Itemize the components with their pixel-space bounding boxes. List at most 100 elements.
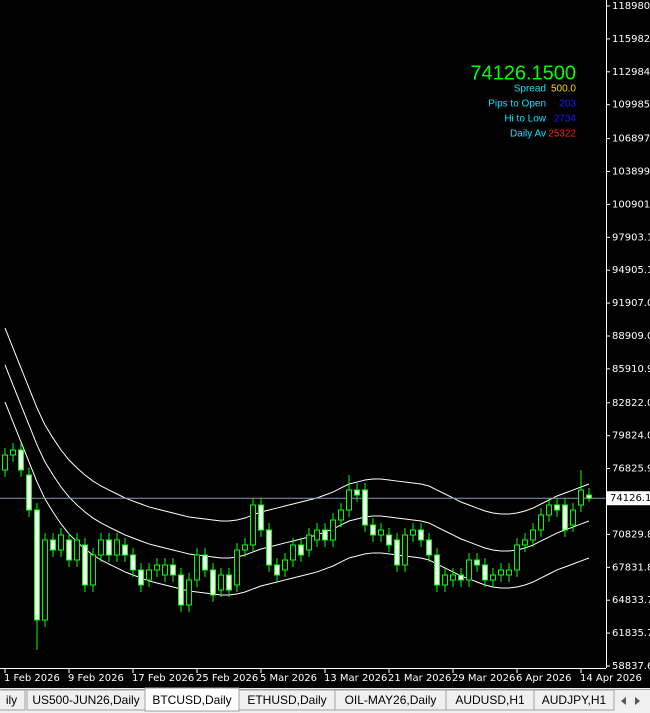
candle-body bbox=[202, 554, 208, 571]
x-tick-label: 5 Mar 2026 bbox=[260, 673, 317, 684]
candle-body bbox=[474, 559, 480, 566]
envelope-line bbox=[4, 401, 590, 596]
info-value: 203 bbox=[559, 99, 576, 110]
x-tick-label: 1 Feb 2026 bbox=[4, 673, 60, 684]
tab-label[interactable]: ily bbox=[6, 693, 17, 707]
candle-body bbox=[498, 569, 504, 576]
candle-body bbox=[266, 529, 272, 566]
x-tick-label: 21 Mar 2026 bbox=[388, 673, 451, 684]
candle-body bbox=[410, 529, 416, 536]
candle-body bbox=[314, 529, 320, 541]
price-label: 74126.15 bbox=[610, 493, 650, 504]
candle-body bbox=[234, 549, 240, 586]
candle-body bbox=[434, 554, 440, 586]
candle-body bbox=[338, 509, 344, 521]
candle-body bbox=[282, 559, 288, 571]
candle-body bbox=[346, 489, 352, 511]
x-tick-label: 9 Feb 2026 bbox=[68, 673, 124, 684]
info-label: Pips to Open bbox=[488, 99, 546, 110]
y-tick-label: 79824.00 bbox=[612, 431, 650, 442]
info-price: 74126.1500 bbox=[470, 62, 576, 84]
candle-body bbox=[34, 509, 40, 621]
candle-body bbox=[490, 574, 496, 581]
y-tick-label: 118980.3 bbox=[612, 1, 650, 12]
info-value: 25322 bbox=[548, 129, 576, 140]
candle-body bbox=[66, 539, 72, 561]
chart-background bbox=[0, 0, 650, 688]
scroll-left[interactable] bbox=[621, 697, 626, 705]
candle-body bbox=[466, 559, 472, 581]
tab-label[interactable]: OIL-MAY26,Daily bbox=[345, 693, 437, 707]
tab-label[interactable]: US500-JUN26,Daily bbox=[32, 693, 139, 707]
candle-body bbox=[130, 554, 136, 571]
candle-body bbox=[42, 539, 48, 621]
envelope-line bbox=[4, 364, 590, 559]
plot bbox=[0, 327, 606, 650]
y-tick-label: 67831.80 bbox=[612, 562, 650, 573]
candle-body bbox=[18, 449, 24, 471]
candle-body bbox=[370, 524, 376, 536]
candle-body bbox=[458, 574, 464, 581]
y-tick-label: 109985.9 bbox=[612, 100, 650, 111]
candle-body bbox=[122, 544, 128, 556]
x-tick-label: 25 Feb 2026 bbox=[196, 673, 258, 684]
candle-body bbox=[418, 529, 424, 541]
tab[interactable] bbox=[533, 689, 615, 711]
y-tick-label: 100901.2 bbox=[612, 199, 650, 210]
candle-body bbox=[50, 539, 56, 551]
candle-body bbox=[226, 574, 232, 591]
price-label-box bbox=[607, 491, 650, 506]
candle-body bbox=[522, 539, 528, 546]
y-tick-label: 103899.2 bbox=[612, 166, 650, 177]
candle-body bbox=[394, 539, 400, 566]
tab-label[interactable]: BTCUSD,Daily bbox=[152, 693, 231, 707]
info-panel: 74126.1500 Spread 500.0 Pips to Open 203… bbox=[470, 62, 576, 139]
candle-body bbox=[538, 514, 544, 531]
candle-body bbox=[306, 534, 312, 551]
scroll-right[interactable] bbox=[635, 697, 640, 705]
candle-body bbox=[426, 539, 432, 556]
candle-body bbox=[386, 534, 392, 546]
candle-body bbox=[362, 489, 368, 526]
info-label: Spread bbox=[514, 84, 546, 95]
tab-label[interactable]: ETHUSD,Daily bbox=[247, 693, 326, 707]
y-tick-label: 115982.3 bbox=[612, 34, 650, 45]
candle-body bbox=[258, 504, 264, 531]
y-tick-label: 70829.85 bbox=[612, 529, 650, 540]
tab-label[interactable]: AUDJPY,H1 bbox=[542, 693, 607, 707]
candle-body bbox=[530, 529, 536, 541]
info-label: Daily Av bbox=[510, 129, 546, 140]
x-tick-label: 13 Mar 2026 bbox=[324, 673, 387, 684]
x-tick-label: 6 Apr 2026 bbox=[516, 673, 571, 684]
y-tick-label: 82822.05 bbox=[612, 398, 650, 409]
y-tick-label: 91907.05 bbox=[612, 298, 650, 309]
candle-body bbox=[138, 569, 144, 586]
x-tick-label: 17 Feb 2026 bbox=[132, 673, 194, 684]
tab[interactable] bbox=[0, 689, 26, 711]
candle-body bbox=[106, 539, 112, 556]
candle-body bbox=[26, 474, 32, 511]
candle-body bbox=[586, 494, 592, 499]
candle-body bbox=[274, 564, 280, 576]
tab-label[interactable]: AUDUSD,H1 bbox=[455, 693, 525, 707]
candle-body bbox=[186, 579, 192, 606]
x-tick-label: 14 Apr 2026 bbox=[580, 673, 642, 684]
y-tick-label: 94905.14 bbox=[612, 265, 650, 276]
candle-body bbox=[250, 504, 256, 546]
candle-body bbox=[90, 554, 96, 586]
envelope-line bbox=[4, 327, 590, 522]
candle-body bbox=[450, 574, 456, 581]
candle-body bbox=[170, 564, 176, 576]
candle-body bbox=[354, 489, 360, 496]
y-tick-label: 76825.95 bbox=[612, 464, 650, 475]
tab-scroll[interactable] bbox=[621, 697, 640, 705]
candle-body bbox=[74, 539, 80, 561]
candle-body bbox=[506, 569, 512, 576]
candle-body bbox=[298, 544, 304, 556]
candle-body bbox=[378, 529, 384, 536]
candle-body bbox=[578, 489, 584, 506]
candle-body bbox=[442, 574, 448, 586]
candle-body bbox=[330, 519, 336, 541]
candle-body bbox=[98, 539, 104, 556]
